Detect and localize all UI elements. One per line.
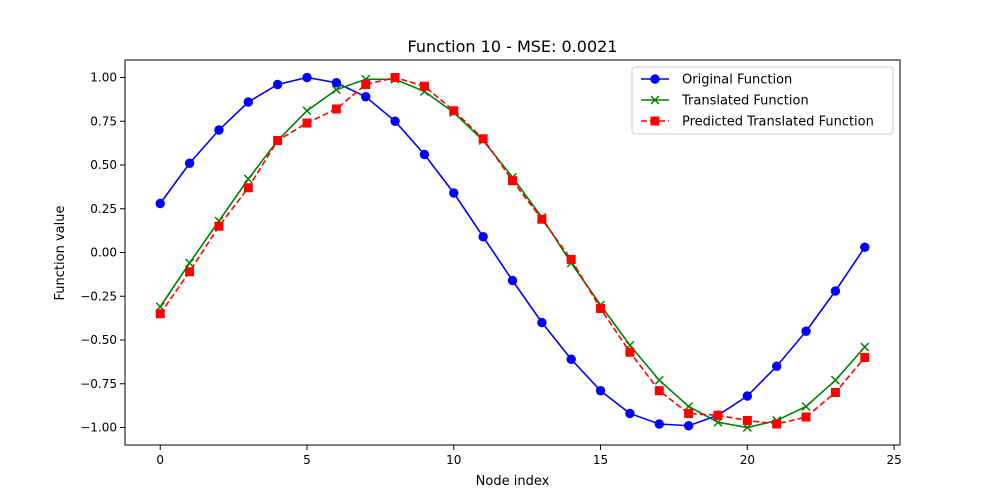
series-layer [155,72,870,433]
data-point-predicted-translated-function [596,304,606,313]
marker-stroke [302,106,312,116]
data-point-predicted-translated-function [742,416,752,425]
data-point-original-function [507,275,518,286]
legend-label: Original Function [682,73,792,88]
data-point-predicted-translated-function [772,419,782,429]
data-point-translated-function [830,375,840,385]
data-point-original-function [214,125,224,135]
marker-stroke [860,342,870,352]
data-point-original-function [390,116,400,126]
series-predicted-translated-function [155,73,870,429]
series-original-function [155,72,870,431]
data-point-predicted-translated-function [243,183,253,193]
data-point-predicted-translated-function [390,73,400,82]
marker-stroke [650,95,660,105]
data-point-translated-function [801,401,811,412]
data-point-predicted-translated-function [361,80,371,89]
data-point-original-function [683,421,694,431]
data-point-predicted-translated-function [155,309,165,319]
y-tick-label: 0.25 [90,202,117,216]
x-tick-label: 15 [593,453,608,467]
data-point-predicted-translated-function [830,388,840,397]
data-point-predicted-translated-function [860,353,870,362]
data-point-translated-function [243,174,253,184]
data-point-original-function [155,198,165,209]
legend-box [631,66,894,135]
y-tick-label: −1.00 [80,421,117,435]
data-point-original-function [419,149,430,160]
data-point-original-function [331,78,342,88]
plot-area-frame [124,59,901,446]
data-point-original-function [478,232,488,242]
data-point-translated-function [185,258,195,268]
x-axis-label: Node index [476,474,550,489]
data-point-original-function [302,72,312,83]
legend-marker [650,74,660,84]
y-axis-label: Function value [53,206,68,301]
data-point-predicted-translated-function [214,221,224,231]
data-point-predicted-translated-function [508,176,517,186]
marker-stroke [654,375,664,385]
chart-title: Function 10 - MSE: 0.0021 [408,37,618,56]
data-point-original-function [361,92,371,102]
data-point-original-function [654,419,664,429]
data-point-original-function [184,158,195,168]
y-tick-label: 0.50 [90,158,117,172]
legend-marker [650,95,660,105]
data-point-translated-function [302,106,312,116]
data-point-predicted-translated-function [713,410,723,420]
data-point-predicted-translated-function [566,255,576,264]
x-tick-label: 5 [303,453,311,467]
y-tick-label: 0.75 [90,114,117,128]
data-point-predicted-translated-function [801,412,811,422]
marker-stroke [185,258,195,268]
data-point-predicted-translated-function [684,409,694,418]
data-point-predicted-translated-function [331,104,341,114]
data-point-predicted-translated-function [273,136,283,145]
data-point-original-function [625,408,635,419]
data-point-original-function [801,326,811,336]
y-tick-label: −0.75 [80,377,117,391]
legend-label: Predicted Translated Function [682,115,874,130]
x-tick-label: 0 [156,453,164,467]
y-tick-label: 0.00 [90,246,117,260]
data-point-translated-function [860,342,870,352]
data-point-original-function [537,317,547,328]
data-point-original-function [742,391,753,401]
data-point-predicted-translated-function [654,386,664,396]
marker-stroke [331,85,341,95]
y-tick-label: −0.50 [80,333,117,347]
data-point-original-function [272,79,283,90]
data-point-original-function [566,354,576,364]
x-tick-label: 20 [740,453,755,467]
data-point-predicted-translated-function [419,81,429,91]
data-point-original-function [860,242,870,252]
data-point-original-function [243,97,253,107]
x-tick-label: 10 [446,453,461,467]
data-point-original-function [772,361,782,371]
data-point-original-function [830,286,841,296]
legend-marker [650,116,660,126]
data-point-predicted-translated-function [302,118,312,128]
marker-stroke [243,174,253,184]
data-point-predicted-translated-function [185,267,195,277]
x-tick-label: 25 [886,453,901,467]
y-axis-ticks: −1.00 −0.75 −0.50 −0.25 0.00 0.25 0.50 0.75 1.00 [80,71,125,435]
data-point-predicted-translated-function [449,106,459,116]
legend: Original Function Translated Function Pred… [631,66,894,135]
data-point-predicted-translated-function [625,347,635,357]
data-point-original-function [449,188,459,198]
data-point-translated-function [654,375,664,385]
data-point-predicted-translated-function [537,214,547,224]
marker-stroke [801,401,811,412]
marker-stroke [830,375,840,385]
data-point-translated-function [331,85,341,95]
y-tick-label: −0.25 [80,289,117,303]
data-point-original-function [595,386,606,396]
legend-label: Translated Function [681,94,809,109]
y-tick-label: 1.00 [90,71,117,85]
data-point-predicted-translated-function [478,134,488,144]
x-axis-ticks: 0 5 10 15 20 25 [156,445,902,467]
